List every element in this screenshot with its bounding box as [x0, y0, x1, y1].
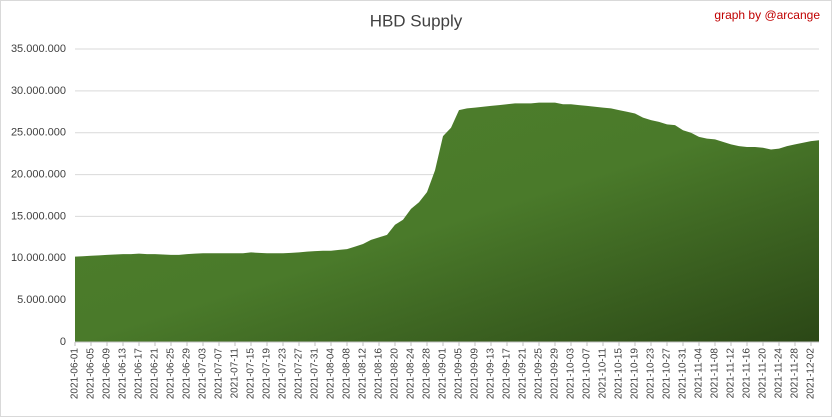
- x-tick-label: 2021-11-04: [694, 348, 705, 399]
- y-tick-label: 5.000.000: [17, 294, 66, 306]
- x-tick-label: 2021-10-11: [598, 348, 609, 399]
- x-tick-label: 2021-10-07: [582, 348, 593, 400]
- x-tick-label: 2021-08-16: [374, 348, 385, 400]
- x-tick-label: 2021-11-24: [774, 348, 785, 399]
- y-tick-label: 20.000.000: [11, 168, 66, 180]
- y-tick-label: 15.000.000: [11, 210, 66, 222]
- x-tick-label: 2021-09-09: [470, 348, 481, 400]
- x-tick-label: 2021-08-08: [342, 348, 353, 400]
- x-tick-label: 2021-11-08: [710, 348, 721, 399]
- x-tick-label: 2021-10-27: [662, 348, 673, 400]
- annotation: graph by @arcange: [714, 8, 820, 22]
- x-tick-label: 2021-09-29: [550, 348, 561, 400]
- x-tick-label: 2021-09-17: [502, 348, 513, 400]
- x-tick-label: 2021-11-16: [742, 348, 753, 399]
- x-tick-label: 2021-06-17: [134, 348, 145, 400]
- x-tick-label: 2021-10-03: [566, 348, 577, 400]
- x-tick-label: 2021-07-11: [230, 348, 241, 399]
- x-tick-label: 2021-08-12: [358, 348, 369, 400]
- x-tick-label: 2021-10-19: [630, 348, 641, 400]
- x-tick-label: 2021-06-21: [150, 348, 161, 400]
- x-tick-label: 2021-09-21: [518, 348, 529, 400]
- x-tick-label: 2021-07-23: [278, 348, 289, 400]
- x-tick-label: 2021-09-01: [438, 348, 449, 400]
- x-tick-label: 2021-07-07: [214, 348, 225, 400]
- x-tick-label: 2021-07-03: [198, 348, 209, 400]
- x-tick-label: 2021-11-28: [790, 348, 801, 399]
- x-tick-label: 2021-09-13: [486, 348, 497, 400]
- x-tick-label: 2021-08-24: [406, 348, 417, 400]
- x-tick-label: 2021-11-20: [758, 348, 769, 399]
- x-tick-label: 2021-07-31: [310, 348, 321, 400]
- x-tick-label: 2021-06-01: [70, 348, 81, 400]
- x-tick-label: 2021-06-29: [182, 348, 193, 400]
- x-tick-label: 2021-10-15: [614, 348, 625, 400]
- y-tick-label: 0: [60, 336, 66, 348]
- y-tick-label: 35.000.000: [11, 43, 66, 55]
- x-tick-label: 2021-10-31: [678, 348, 689, 400]
- x-tick-label: 2021-07-15: [246, 348, 257, 400]
- x-tick-label: 2021-06-25: [166, 348, 177, 400]
- y-tick-label: 10.000.000: [11, 252, 66, 264]
- y-tick-label: 25.000.000: [11, 127, 66, 139]
- x-tick-label: 2021-06-09: [102, 348, 113, 400]
- x-tick-label: 2021-12-02: [806, 348, 817, 400]
- x-tick-label: 2021-07-27: [294, 348, 305, 400]
- chart-title: HBD Supply: [370, 11, 463, 30]
- x-tick-label: 2021-07-19: [262, 348, 273, 400]
- x-tick-label: 2021-09-25: [534, 348, 545, 400]
- x-tick-label: 2021-08-04: [326, 348, 337, 400]
- x-tick-label: 2021-08-28: [422, 348, 433, 400]
- x-tick-label: 2021-10-23: [646, 348, 657, 400]
- x-tick-label: 2021-08-20: [390, 348, 401, 400]
- area: [75, 102, 819, 342]
- x-tick-label: 2021-11-12: [726, 348, 737, 399]
- x-tick-label: 2021-06-13: [118, 348, 129, 400]
- x-tick-label: 2021-06-05: [86, 348, 97, 400]
- x-tick-label: 2021-09-05: [454, 348, 465, 400]
- y-tick-label: 30.000.000: [11, 85, 66, 97]
